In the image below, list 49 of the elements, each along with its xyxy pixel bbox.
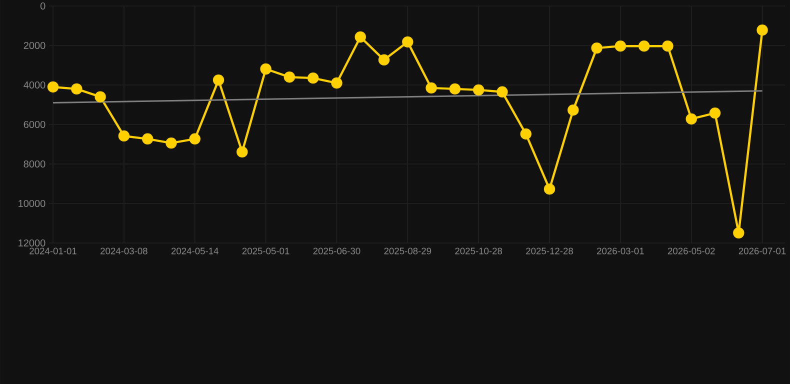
point [378,54,390,66]
point [47,81,59,93]
x-tick-label: 2025-10-28 [455,248,502,254]
x-tick-label: 2025-08-29 [384,248,432,254]
y-tick-label: 12000 [18,239,46,247]
x-tick-label: 2025-12-28 [526,248,573,254]
x-tick-label: 2024-03-08 [100,248,148,254]
point [544,183,556,195]
x-tick-label: 2024-05-14 [171,248,218,254]
point [520,128,532,140]
point [331,77,342,89]
point [638,40,650,52]
x-tick-label: 2024-01-01 [30,248,76,254]
point [733,227,744,239]
y-tick-label: 8000 [24,160,46,168]
point [166,137,177,149]
x-tick-label: 2025-05-01 [242,248,290,254]
point [71,83,82,95]
point [260,63,272,75]
point [402,36,414,48]
x-tick-label: 2025-06-30 [313,248,360,254]
x-tick-label: 2026-07-01 [738,248,786,254]
point [142,133,154,145]
point [284,71,296,83]
point [118,130,130,142]
point [472,84,484,96]
point [94,91,106,102]
point [307,72,319,84]
x-tick-label: 2026-05-02 [668,248,715,254]
point [756,24,768,36]
point [426,82,437,94]
point [568,104,579,116]
x-tick-label: 2026-03-01 [597,248,644,254]
point [236,146,248,158]
y-tick-label: 10000 [18,200,46,208]
point [189,133,200,145]
point [662,40,674,52]
point [614,40,626,52]
point [591,42,602,54]
point [686,113,697,125]
y-tick-label: 2000 [24,42,46,50]
point [212,74,224,86]
point [449,83,461,95]
point [354,31,366,43]
y-tick-label: 0 [40,2,46,10]
point [496,86,508,98]
y-tick-label: 4000 [24,81,46,89]
y-tick-label: 6000 [24,120,46,128]
point [709,107,721,119]
